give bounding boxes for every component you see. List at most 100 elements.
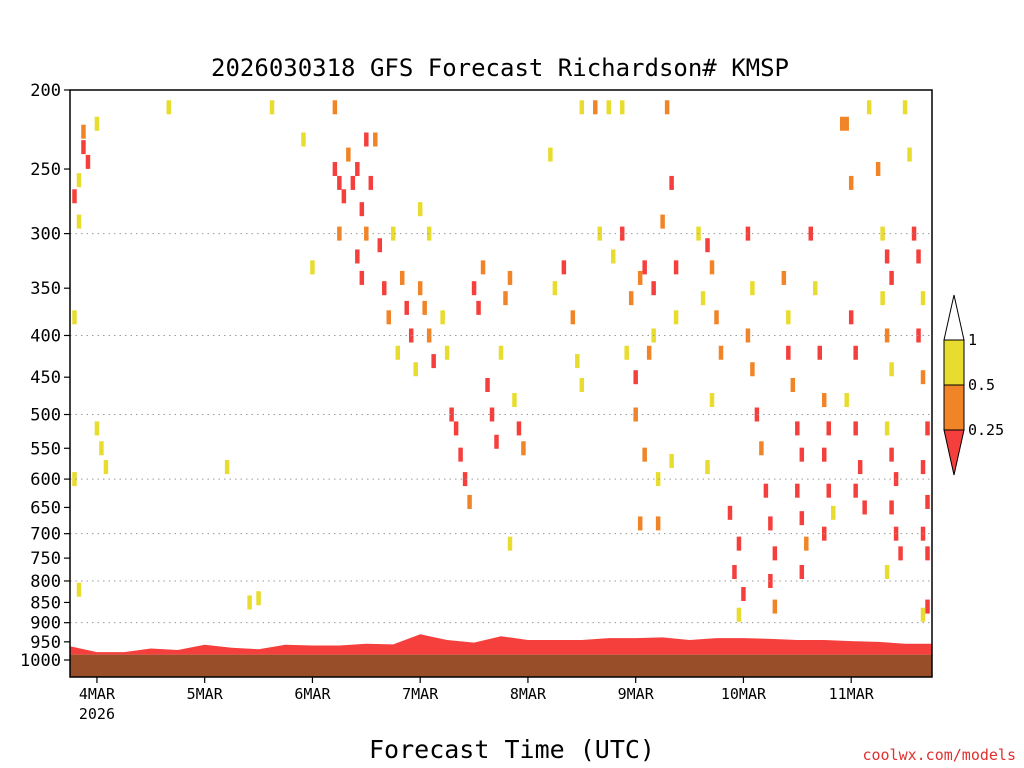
richardson-cell: [714, 310, 719, 325]
richardson-cell: [804, 536, 809, 551]
richardson-cell: [875, 162, 881, 177]
richardson-cell: [575, 354, 580, 369]
y-tick-label: 550: [30, 439, 61, 459]
richardson-cell: [790, 377, 796, 392]
richardson-cell: [548, 147, 553, 162]
richardson-cell: [916, 328, 921, 343]
richardson-cell: [844, 393, 849, 408]
y-tick-label: 750: [30, 549, 61, 569]
richardson-cell: [368, 175, 374, 190]
richardson-cell: [925, 494, 930, 509]
richardson-cell: [426, 226, 432, 241]
richardson-cell: [99, 441, 104, 456]
plot-background: [70, 90, 932, 677]
richardson-cell: [826, 483, 831, 498]
richardson-cell: [570, 310, 576, 325]
legend-label: 0.25: [968, 421, 1004, 439]
richardson-cell: [709, 393, 715, 408]
richardson-cell: [925, 546, 930, 561]
richardson-cell: [512, 393, 517, 408]
richardson-cell: [795, 421, 800, 436]
richardson-cell: [94, 116, 100, 131]
richardson-cell: [920, 291, 926, 306]
richardson-cell: [413, 362, 418, 377]
richardson-cell: [673, 260, 679, 275]
y-tick-label: 400: [30, 326, 61, 346]
richardson-cell: [813, 281, 818, 296]
x-tick-label: 4MAR: [79, 685, 116, 703]
richardson-cell: [453, 421, 459, 436]
richardson-cell: [489, 407, 495, 422]
legend-swatch: [943, 384, 965, 431]
credit-text: coolwx.com/models: [862, 746, 1016, 764]
richardson-cell: [772, 546, 778, 561]
richardson-cell: [889, 270, 894, 285]
richardson-cell: [884, 249, 890, 264]
richardson-cell: [768, 516, 773, 531]
richardson-cell: [884, 328, 890, 343]
richardson-cell: [395, 345, 400, 360]
boundary-layer-band: [70, 634, 932, 655]
richardson-cell: [76, 214, 82, 229]
richardson-cell: [651, 281, 656, 296]
richardson-cell: [628, 291, 634, 306]
legend: 1 0.5 0.25: [943, 294, 1004, 476]
richardson-cell: [898, 546, 903, 561]
ground-layer: [70, 654, 932, 677]
richardson-cell: [817, 345, 823, 360]
x-tick-label: 11MAR: [829, 685, 875, 703]
richardson-cell: [709, 260, 715, 275]
richardson-cell: [786, 345, 791, 360]
plot-area: [69, 89, 933, 678]
richardson-cell: [310, 260, 315, 275]
richardson-cell: [610, 249, 616, 264]
richardson-cell: [471, 281, 477, 296]
richardson-cell: [341, 189, 347, 204]
richardson-cell: [889, 447, 894, 462]
richardson-cell: [646, 345, 652, 360]
richardson-cell: [76, 582, 82, 597]
richardson-cell: [660, 214, 665, 229]
y-tick-label: 500: [30, 406, 61, 426]
richardson-cell: [337, 175, 342, 190]
richardson-cell: [247, 595, 252, 610]
richardson-cell: [799, 447, 805, 462]
y-tick-label: 1000: [20, 651, 61, 671]
x-tick-label: 8MAR: [510, 685, 547, 703]
richardson-cell: [444, 345, 450, 360]
richardson-cell: [332, 162, 338, 177]
richardson-cell: [417, 281, 423, 296]
richardson-cell: [925, 421, 930, 436]
legend-swatch: [943, 429, 965, 476]
richardson-cell: [359, 270, 365, 285]
richardson-cell: [884, 421, 890, 436]
richardson-cell: [494, 434, 499, 449]
richardson-cell: [920, 607, 926, 622]
richardson-cell: [718, 345, 724, 360]
richardson-cell: [422, 300, 427, 315]
richardson-cell: [853, 345, 858, 360]
richardson-cell: [822, 393, 827, 408]
richardson-cell: [593, 100, 598, 115]
y-tick-label: 650: [30, 498, 61, 518]
richardson-cell: [516, 421, 522, 436]
richardson-cell: [839, 116, 845, 131]
richardson-cell: [373, 132, 378, 147]
richardson-cell: [346, 147, 351, 162]
richardson-cell: [480, 260, 486, 275]
richardson-cell: [94, 421, 100, 436]
richardson-cell: [759, 441, 764, 456]
richardson-cell: [619, 100, 625, 115]
richardson-cell: [485, 377, 490, 392]
y-tick-label: 800: [30, 572, 61, 592]
plot-frame: [69, 89, 933, 678]
surface-layer: [70, 634, 932, 677]
richardson-cell: [426, 328, 432, 343]
richardson-cell: [637, 516, 643, 531]
y-tick-label: 950: [30, 633, 61, 653]
richardson-cell: [889, 500, 894, 515]
richardson-cell: [377, 238, 383, 253]
x-tick-sublabel: 2026: [79, 705, 115, 723]
richardson-cell: [772, 599, 778, 614]
richardson-cell: [736, 536, 742, 551]
